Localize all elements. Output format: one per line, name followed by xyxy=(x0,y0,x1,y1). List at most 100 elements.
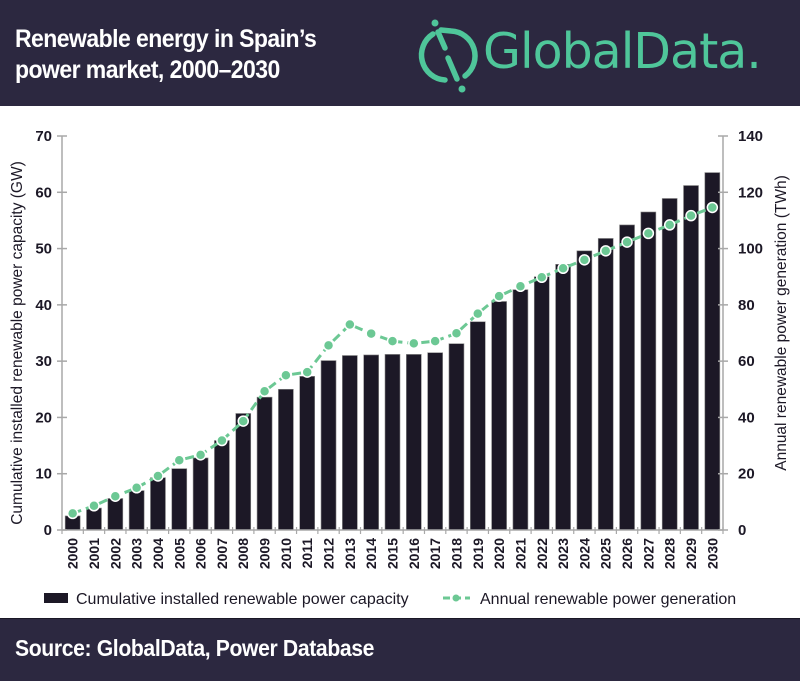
right-tick-label: 60 xyxy=(738,353,755,370)
generation-point-2015 xyxy=(386,335,399,347)
generation-point-2021 xyxy=(514,280,527,293)
generation-point-2026 xyxy=(621,236,633,248)
header: Renewable energy in Spain’s power market… xyxy=(0,0,800,106)
right-tick-label: 0 xyxy=(738,522,746,539)
bar-capacity-2017 xyxy=(427,352,443,531)
generation-point-2014 xyxy=(365,327,377,340)
bar-capacity-2007 xyxy=(214,440,230,531)
generation-point-2002 xyxy=(109,490,122,502)
bar-capacity-2010 xyxy=(278,388,294,531)
generation-point-2000 xyxy=(66,507,79,520)
bar-capacity-2008 xyxy=(235,413,252,531)
x-tick-label: 2004 xyxy=(150,538,166,569)
bar-capacity-2021 xyxy=(512,289,529,531)
x-tick-label: 2018 xyxy=(448,538,464,569)
x-tick-label: 2013 xyxy=(342,538,358,569)
chart-area: 0 10 20 30 40 50 60 70 0 20 40 60 80 100 120 140 2000 200… xyxy=(0,106,800,618)
generation-point-2003 xyxy=(130,482,143,494)
bar-capacity-2029 xyxy=(683,185,699,531)
x-tick-label: 2007 xyxy=(214,538,230,569)
bar-capacity-2003 xyxy=(128,490,145,531)
globaldata-logo-text: GlobalData. xyxy=(483,23,762,80)
x-tick-label: 2001 xyxy=(86,538,102,569)
bar-capacity-2011 xyxy=(299,376,316,531)
bar-capacity-2009 xyxy=(256,396,273,531)
left-tick-label: 70 xyxy=(35,128,52,145)
bar-capacity-2006 xyxy=(192,457,209,531)
generation-point-2030 xyxy=(706,201,719,214)
bar-capacity-2002 xyxy=(107,498,124,531)
generation-point-2011 xyxy=(301,366,313,378)
bar-capacity-2012 xyxy=(320,360,337,531)
bar-capacity-2014 xyxy=(363,354,379,531)
left-tick-label: 30 xyxy=(35,353,52,370)
left-axis-title: Cumulative installed renewable power cap… xyxy=(9,161,26,525)
x-tick-label: 2000 xyxy=(65,538,81,569)
footer: Source: GlobalData, Power Database xyxy=(0,618,800,681)
x-tick-label: 2015 xyxy=(385,538,401,569)
x-tick-label: 2030 xyxy=(704,538,720,569)
legend-swatch-marker xyxy=(452,594,460,602)
source-note: Source: GlobalData, Power Database xyxy=(15,635,375,661)
x-tick-label: 2005 xyxy=(171,538,187,569)
generation-point-2004 xyxy=(152,470,164,482)
bar-capacity-2025 xyxy=(597,238,614,531)
generation-point-2028 xyxy=(663,219,676,231)
bar-capacity-2016 xyxy=(406,354,422,531)
right-tick-label: 80 xyxy=(738,297,755,314)
x-tick-label: 2029 xyxy=(683,538,699,569)
x-tick-label: 2027 xyxy=(640,538,656,569)
generation-point-2017 xyxy=(429,335,441,347)
generation-point-2012 xyxy=(322,339,335,352)
bar-capacity-2027 xyxy=(640,211,657,531)
right-tick-label: 20 xyxy=(738,466,755,483)
bar-capacity-2013 xyxy=(342,355,358,531)
right-tick-label: 40 xyxy=(738,409,755,426)
x-tick-label: 2022 xyxy=(534,538,550,569)
x-tick-label: 2012 xyxy=(321,538,337,569)
x-tick-label: 2026 xyxy=(619,538,635,569)
left-tick-label: 40 xyxy=(35,297,52,314)
x-tick-label: 2028 xyxy=(662,538,678,569)
left-tick-label: 50 xyxy=(35,241,52,258)
bar-capacity-2030 xyxy=(704,172,721,531)
x-tick-label: 2006 xyxy=(193,538,209,569)
generation-point-2009 xyxy=(258,385,271,398)
x-tick-label: 2020 xyxy=(491,538,507,569)
right-tick-label: 100 xyxy=(738,241,763,258)
bar-capacity-2024 xyxy=(576,250,593,531)
bars-layer xyxy=(64,172,721,531)
x-tick-label: 2010 xyxy=(278,538,294,569)
generation-point-2013 xyxy=(344,318,356,331)
bar-capacity-2023 xyxy=(555,264,571,531)
bar-capacity-2004 xyxy=(150,477,166,531)
x-tick-label: 2019 xyxy=(470,538,486,569)
x-tick-label: 2021 xyxy=(512,538,528,569)
x-tick-label: 2024 xyxy=(576,538,592,569)
x-tick-label: 2014 xyxy=(363,538,379,569)
x-tick-label: 2016 xyxy=(406,538,422,569)
x-tick-label: 2003 xyxy=(129,538,145,569)
generation-point-2023 xyxy=(557,262,569,275)
globaldata-logo-icon xyxy=(418,19,478,93)
generation-point-2007 xyxy=(216,434,228,447)
x-tick-label: 2002 xyxy=(107,538,123,569)
bar-capacity-2026 xyxy=(619,224,635,531)
generation-point-2029 xyxy=(685,209,697,222)
bar-capacity-2018 xyxy=(448,343,465,531)
left-tick-label: 60 xyxy=(35,184,52,201)
bar-capacity-2019 xyxy=(469,321,486,531)
x-tick-label: 2025 xyxy=(598,538,614,569)
generation-point-2022 xyxy=(536,271,548,284)
bar-capacity-2020 xyxy=(491,301,507,531)
line-layer xyxy=(66,201,719,520)
right-tick-label: 140 xyxy=(738,128,763,145)
generation-point-2024 xyxy=(578,254,591,266)
chart-title: Renewable energy in Spain’s power market… xyxy=(15,24,317,86)
bar-capacity-2005 xyxy=(171,468,188,531)
x-tick-label: 2008 xyxy=(235,538,251,569)
bar-capacity-2022 xyxy=(533,276,550,531)
generation-point-2027 xyxy=(642,227,655,240)
